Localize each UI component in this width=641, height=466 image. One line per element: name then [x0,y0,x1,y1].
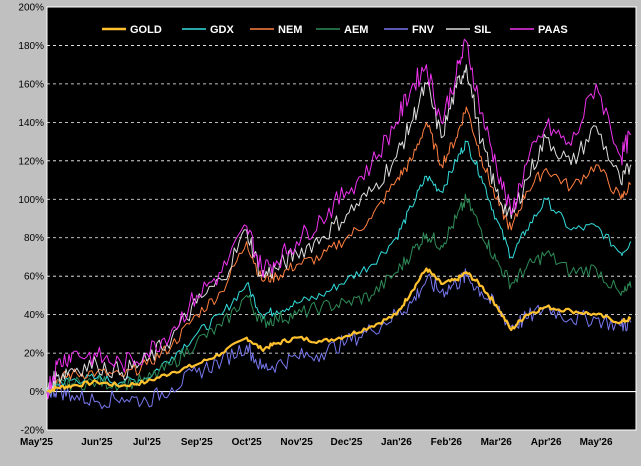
x-tick-label: May'26 [580,437,613,448]
series-line-gold [46,267,632,394]
x-tick-label: Apr'26 [531,437,562,448]
y-tick-label: 40% [24,310,44,321]
x-tick-label: Jul'25 [133,437,161,448]
y-tick-label: 180% [18,41,44,52]
x-axis-tick-labels: May'25 Jun'25 Jul'25 Sep'25 Oct'25 Nov'25 Dec'… [20,437,613,448]
legend-label: AEM [344,24,368,36]
legend-label: NEM [278,24,302,36]
y-tick-label: 0% [30,387,45,398]
legend: GOLD GDX NEM AEM FNV SIL PAAS [102,24,568,36]
legend-label: PAAS [538,24,568,36]
y-tick-label: -20% [21,426,44,437]
x-tick-label: May'25 [20,437,53,448]
x-tick-label: Mar'26 [481,437,513,448]
grid-lines [47,45,636,354]
y-tick-label: 20% [24,349,44,360]
legend-label: SIL [474,24,491,36]
x-tick-label: Feb'26 [431,437,463,448]
plot-area [46,6,637,431]
x-tick-label: Dec'25 [331,437,363,448]
y-tick-label: 160% [18,79,44,90]
legend-label: FNV [412,24,435,36]
x-tick-label: Jun'25 [81,437,113,448]
series-line-gdx [46,140,632,392]
y-tick-label: 120% [18,156,44,167]
series-line-nem [46,106,632,395]
legend-label: GDX [210,24,235,36]
series-line-fnv [46,268,632,410]
y-tick-label: 200% [18,3,44,14]
series-lines [46,38,632,410]
y-tick-label: 60% [24,272,44,283]
y-tick-label: 100% [18,195,44,206]
x-tick-label: Oct'25 [232,437,263,448]
series-line-aem [46,193,632,397]
y-tick-label: 140% [18,118,44,129]
y-axis-tick-labels: -20% 0% 20% 40% 60% 80% 100% 120% 140% 160% 180% 20… [18,3,44,437]
legend-label: GOLD [130,24,162,36]
series-line-paas [46,38,632,400]
series-line-sil [46,64,632,393]
x-tick-label: Sep'25 [181,437,213,448]
x-tick-label: Jan'26 [381,437,412,448]
x-tick-label: Nov'25 [280,437,313,448]
y-tick-label: 80% [24,233,44,244]
